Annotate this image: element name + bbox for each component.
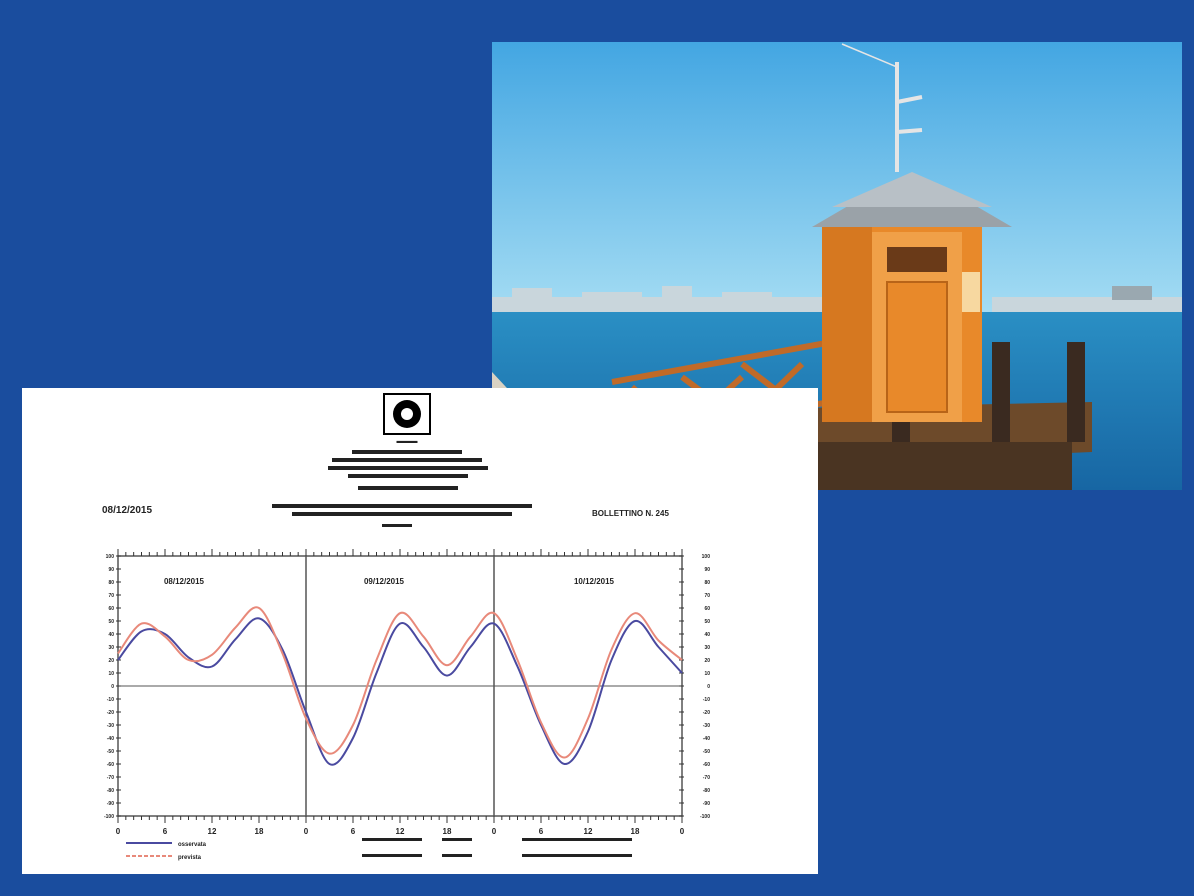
y-tick-label: 70 <box>108 593 114 599</box>
y-tick-label: -70 <box>703 775 710 781</box>
x-tick-label: 12 <box>208 827 217 836</box>
y-tick-label: 90 <box>108 567 114 573</box>
y-tick-label: 30 <box>108 645 114 651</box>
x-tick-label: 18 <box>631 827 640 836</box>
y-tick-label: -80 <box>107 788 114 794</box>
y-tick-label: -80 <box>703 788 710 794</box>
tide-chart: ▬▬▬ 08/12/2015 BOLLETTINO N. 245 0 6 12 18 0… <box>102 393 710 861</box>
x-tick-label: 12 <box>584 827 593 836</box>
day-label: 09/12/2015 <box>364 577 405 586</box>
y-tick-label: 10 <box>108 671 114 677</box>
cabin <box>812 172 1012 422</box>
heading-lines <box>272 450 532 527</box>
y-tick-label: -10 <box>107 697 114 703</box>
x-tick-label: 18 <box>255 827 264 836</box>
y-tick-label: 20 <box>108 658 114 664</box>
y-tick-label: -60 <box>107 762 114 768</box>
legend-entry: osservata <box>178 842 207 848</box>
sheet-date: 08/12/2015 <box>102 505 152 516</box>
legend: osservata prevista <box>126 842 207 861</box>
y-tick-label: 50 <box>704 619 710 625</box>
y-tick-label: -30 <box>703 723 710 729</box>
x-tick-label: 6 <box>351 827 356 836</box>
x-tick-label: 0 <box>116 827 121 836</box>
x-tick-label: 18 <box>443 827 452 836</box>
y-tick-label: -50 <box>107 749 114 755</box>
x-tick-label: 6 <box>163 827 168 836</box>
y-tick-label: 10 <box>704 671 710 677</box>
y-tick-label: -50 <box>703 749 710 755</box>
footer-lines <box>362 838 632 857</box>
y-tick-label: 30 <box>704 645 710 651</box>
y-tick-label: 20 <box>704 658 710 664</box>
series-line <box>117 617 683 766</box>
y-tick-label: 70 <box>704 593 710 599</box>
y-tick-label: -100 <box>104 814 114 820</box>
y-tick-label: -20 <box>703 710 710 716</box>
y-tick-label: 60 <box>108 606 114 612</box>
x-tick-label: 12 <box>396 827 405 836</box>
institute-logo: ▬▬▬ <box>383 393 431 445</box>
x-tick-label: 6 <box>539 827 544 836</box>
skyline <box>492 286 1182 319</box>
x-tick-label: 0 <box>304 827 309 836</box>
legend-entry: prevista <box>178 855 202 861</box>
y-tick-label: 40 <box>704 632 710 638</box>
y-tick-label: -60 <box>703 762 710 768</box>
y-tick-label: -100 <box>700 814 710 820</box>
bulletin-number: BOLLETTINO N. 245 <box>592 509 669 518</box>
y-tick-label: 100 <box>702 554 711 560</box>
y-tick-label: 100 <box>106 554 115 560</box>
y-tick-label: 60 <box>704 606 710 612</box>
y-tick-label: -90 <box>703 801 710 807</box>
y-tick-label: 80 <box>108 580 114 586</box>
y-tick-label: 50 <box>108 619 114 625</box>
y-tick-label: 40 <box>108 632 114 638</box>
y-tick-label: -20 <box>107 710 114 716</box>
svg-text:▬▬▬: ▬▬▬ <box>397 438 418 445</box>
y-tick-label: 0 <box>111 684 114 690</box>
y-tick-label: -40 <box>703 736 710 742</box>
day-label: 10/12/2015 <box>574 577 615 586</box>
tide-gauge-photo <box>492 42 1182 490</box>
day-label: 08/12/2015 <box>164 577 205 586</box>
y-tick-label: 0 <box>707 684 710 690</box>
series-line <box>117 606 683 759</box>
y-tick-label: -90 <box>107 801 114 807</box>
x-tick-label: 0 <box>680 827 685 836</box>
x-tick-label: 0 <box>492 827 497 836</box>
y-tick-label: 80 <box>704 580 710 586</box>
tide-chart-sheet: ▬▬▬ 08/12/2015 BOLLETTINO N. 245 0 6 12 18 0… <box>22 388 818 874</box>
y-tick-label: -30 <box>107 723 114 729</box>
y-tick-label: -10 <box>703 697 710 703</box>
y-tick-label: 90 <box>704 567 710 573</box>
y-tick-label: -40 <box>107 736 114 742</box>
y-tick-label: -70 <box>107 775 114 781</box>
